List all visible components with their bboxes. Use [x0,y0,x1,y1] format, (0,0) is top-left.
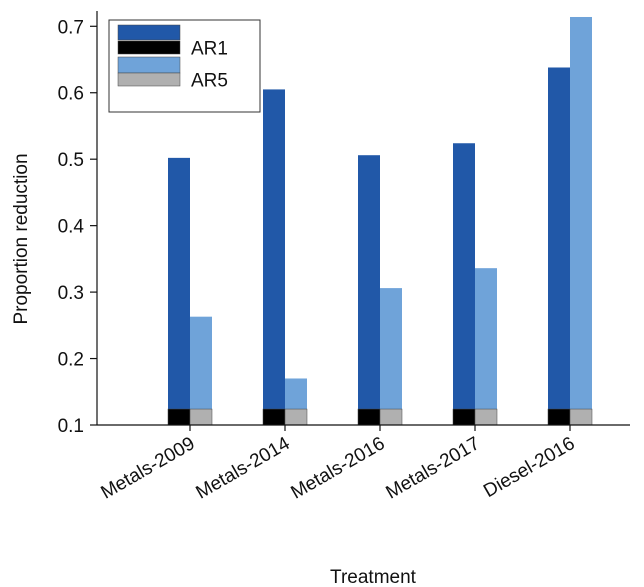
y-tick-label: 0.7 [58,17,84,38]
legend-swatch [117,40,181,55]
bar-base-ar1-metals-2014 [262,408,286,426]
bar-base-ar1-metals-2017 [452,408,476,426]
legend-swatch [117,56,181,74]
bar-ar1-metals-2009 [168,157,190,426]
bar-ar1-metals-2017 [453,143,475,425]
legend: AR1 AR5 [108,19,261,113]
y-axis-title: Proportion reduction [11,153,32,324]
legend-label: AR5 [191,71,228,92]
y-tick-label: 0.6 [58,84,84,105]
legend-swatch [117,24,181,41]
x-tick-label: Metals-2014 [192,433,293,504]
bar-ar5-metals-2017 [475,268,497,425]
y-tick-label: 0.4 [58,217,85,238]
y-tick-label: 0.2 [58,350,84,371]
x-tick-label: Metals-2017 [382,433,483,503]
x-tick-label: Diesel-2016 [480,433,578,502]
bar-ar5-metals-2016 [380,288,402,425]
bar-ar1-metals-2016 [358,155,380,425]
bar-base-ar5-metals-2017 [474,408,498,426]
y-tick-label: 0.3 [58,283,84,304]
x-tick-label: Metals-2009 [97,433,198,503]
bar-ar1-diesel-2016 [548,67,570,425]
y-tick-label: 0.5 [58,150,84,171]
bar-base-ar1-diesel-2016 [547,408,571,426]
bar-base-ar1-metals-2009 [167,408,191,426]
y-tick-label: 0.1 [58,416,84,437]
x-tick-label: Metals-2016 [287,433,388,503]
x-axis-title: Treatment [330,567,417,587]
bar-ar5-diesel-2016 [570,16,592,426]
bar-ar5-metals-2009 [190,316,212,425]
bar-base-ar1-metals-2016 [357,408,381,426]
legend-label: AR1 [191,39,228,60]
bars-layer [167,16,593,426]
bar-base-ar5-metals-2009 [189,408,213,426]
bar-base-ar5-metals-2016 [379,408,403,426]
legend-swatch [117,72,181,87]
bar-base-ar5-diesel-2016 [569,408,593,426]
bar-ar1-metals-2014 [263,89,285,425]
bar-base-ar5-metals-2014 [284,408,308,426]
